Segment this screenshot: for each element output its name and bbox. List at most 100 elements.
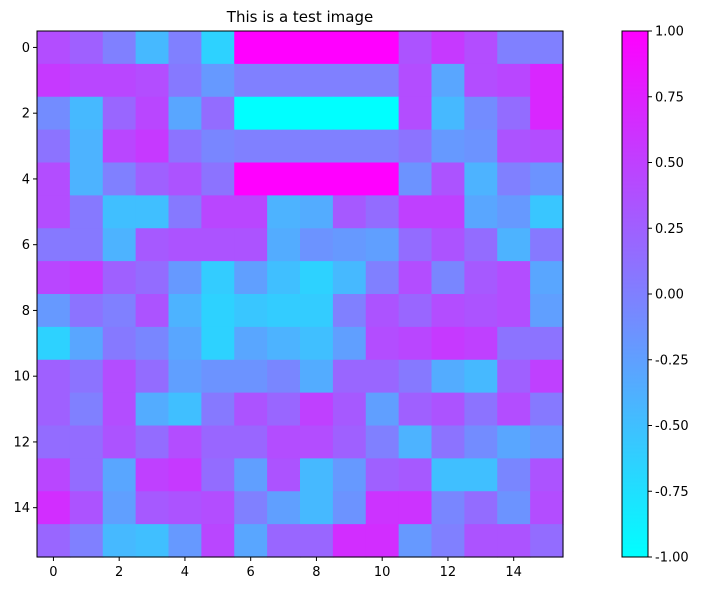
heatmap-cell bbox=[464, 491, 498, 525]
heatmap-cell bbox=[365, 228, 400, 262]
heatmap-cell bbox=[365, 458, 400, 492]
heatmap-cell bbox=[201, 96, 235, 131]
heatmap-cell bbox=[398, 524, 433, 558]
heatmap-cell bbox=[69, 228, 104, 262]
heatmap-cell bbox=[267, 96, 301, 131]
heatmap-cell bbox=[332, 294, 367, 328]
heatmap-cell bbox=[168, 261, 202, 295]
y-tick-label: 2 bbox=[22, 107, 30, 122]
heatmap-cell bbox=[234, 195, 268, 229]
heatmap-cell bbox=[135, 425, 170, 459]
y-tick-label: 0 bbox=[22, 41, 30, 56]
heatmap-cell bbox=[332, 524, 367, 558]
heatmap-cell bbox=[332, 491, 367, 525]
heatmap-cell bbox=[69, 63, 104, 98]
heatmap-cell bbox=[530, 63, 564, 98]
heatmap-cell bbox=[497, 491, 531, 525]
heatmap-cell bbox=[530, 294, 564, 328]
heatmap-cell bbox=[365, 31, 400, 65]
x-axis: 0 2 4 6 8 10 12 14 bbox=[49, 557, 522, 580]
heatmap-cell bbox=[267, 326, 301, 361]
heatmap-cell bbox=[464, 294, 498, 328]
heatmap-cell bbox=[300, 491, 334, 525]
heatmap-cell bbox=[234, 491, 268, 525]
heatmap-cell bbox=[398, 63, 433, 98]
heatmap-cell bbox=[267, 359, 301, 394]
heatmap-cell bbox=[168, 491, 202, 525]
heatmap-cell bbox=[168, 524, 202, 558]
x-tick-label: 4 bbox=[181, 565, 189, 580]
heatmap-cell bbox=[398, 326, 433, 361]
heatmap-cell bbox=[332, 359, 367, 394]
heatmap-cell bbox=[135, 458, 170, 492]
heatmap-cell bbox=[267, 458, 301, 492]
heatmap-cell bbox=[37, 63, 71, 98]
heatmap-cell bbox=[497, 228, 531, 262]
heatmap-cell bbox=[135, 294, 170, 328]
heatmap-cell bbox=[300, 458, 334, 492]
heatmap-cell bbox=[332, 425, 367, 459]
heatmap-cell bbox=[102, 195, 137, 229]
heatmap-cell bbox=[234, 458, 268, 492]
heatmap-cell bbox=[431, 63, 465, 98]
heatmap-cell bbox=[37, 228, 71, 262]
heatmap-cell bbox=[168, 294, 202, 328]
heatmap-cell bbox=[530, 326, 564, 361]
heatmap-cell bbox=[168, 195, 202, 229]
heatmap-cell bbox=[398, 31, 433, 65]
heatmap-cell bbox=[168, 228, 202, 262]
heatmap-cell bbox=[267, 425, 301, 459]
heatmap-cell bbox=[431, 491, 465, 525]
heatmap-cell bbox=[431, 326, 465, 361]
heatmap-cell bbox=[398, 162, 433, 196]
heatmap-cell bbox=[464, 228, 498, 262]
heatmap-cell bbox=[69, 524, 104, 558]
colorbar-tick-label: -0.50 bbox=[655, 419, 689, 434]
heatmap-cell bbox=[267, 392, 301, 427]
heatmap-cell bbox=[102, 96, 137, 131]
colorbar-tick-label: -1.00 bbox=[655, 551, 689, 566]
heatmap-cell bbox=[69, 261, 104, 295]
heatmap-cell bbox=[398, 491, 433, 525]
heatmap-cell bbox=[300, 96, 334, 131]
heatmap-cell bbox=[398, 425, 433, 459]
heatmap-cell bbox=[102, 129, 137, 164]
heatmap-cell bbox=[168, 458, 202, 492]
heatmap-cell bbox=[69, 129, 104, 164]
heatmap-cell bbox=[398, 96, 433, 131]
heatmap-cell bbox=[69, 359, 104, 394]
heatmap-cell bbox=[431, 425, 465, 459]
heatmap-cell bbox=[135, 31, 170, 65]
heatmap-cell bbox=[530, 524, 564, 558]
heatmap-cell bbox=[431, 162, 465, 196]
heatmap-cell bbox=[464, 326, 498, 361]
heatmap-cell bbox=[234, 96, 268, 131]
heatmap-cell bbox=[365, 96, 400, 131]
heatmap-cell bbox=[102, 524, 137, 558]
heatmap-cell bbox=[201, 31, 235, 65]
heatmap-cell bbox=[431, 294, 465, 328]
heatmap-cell bbox=[365, 359, 400, 394]
heatmap-cell bbox=[37, 162, 71, 196]
heatmap-cell bbox=[102, 31, 137, 65]
heatmap-cell bbox=[431, 359, 465, 394]
heatmap-cell bbox=[168, 425, 202, 459]
heatmap-cell bbox=[497, 162, 531, 196]
heatmap-cell bbox=[431, 96, 465, 131]
x-tick-label: 12 bbox=[440, 565, 457, 580]
heatmap-cell bbox=[365, 326, 400, 361]
heatmap-cell bbox=[431, 228, 465, 262]
heatmap-cell bbox=[69, 96, 104, 131]
heatmap-cell bbox=[135, 129, 170, 164]
heatmap-cell bbox=[497, 392, 531, 427]
heatmap-cell bbox=[300, 261, 334, 295]
heatmap-cell bbox=[398, 392, 433, 427]
heatmap-cell bbox=[102, 261, 137, 295]
heatmap-cell bbox=[234, 31, 268, 65]
heatmap-cell bbox=[332, 96, 367, 131]
heatmap-cell bbox=[530, 31, 564, 65]
heatmap-cell bbox=[464, 162, 498, 196]
heatmap-cell bbox=[464, 392, 498, 427]
heatmap-cell bbox=[464, 129, 498, 164]
